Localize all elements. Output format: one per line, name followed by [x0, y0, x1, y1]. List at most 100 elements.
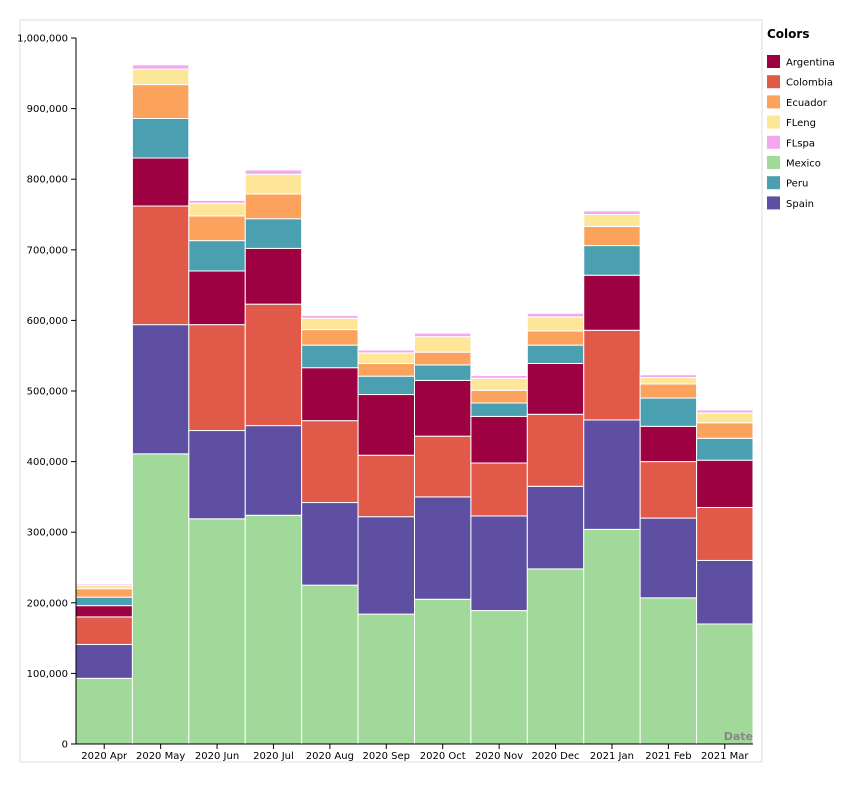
bar-fleng-2021-jan: [583, 214, 641, 228]
y-tick-label: 100,000: [27, 669, 68, 680]
bar-colombia-2020-jul: [244, 303, 303, 427]
bar-spain-2020-jun: [188, 430, 246, 520]
bar-flspa-2020-dec: [526, 312, 585, 318]
y-tick-label: 600,000: [27, 316, 68, 327]
bar-ecuador-2020-may: [131, 84, 190, 119]
legend-label-fleng: FLeng: [786, 118, 816, 129]
bar-flspa-2021-feb: [639, 374, 698, 379]
x-tick-label: 2020 Sep: [363, 751, 410, 762]
bar-flspa-2020-nov: [470, 374, 528, 379]
bar-spain-2020-may: [131, 324, 190, 455]
bar-flspa-2020-aug: [301, 314, 359, 319]
bar-spain-2021-feb: [639, 517, 698, 599]
x-tick-label: 2020 May: [136, 751, 185, 762]
bar-spain-2021-jan: [583, 419, 641, 530]
bar-mexico-2020-dec: [526, 568, 585, 745]
y-tick-label: 0: [62, 740, 68, 751]
bar-ecuador-2020-dec: [526, 330, 585, 346]
plot-frame: [19, 19, 763, 763]
bar-spain-2020-dec: [526, 485, 585, 570]
bar-argentina-2020-apr: [75, 605, 133, 618]
legend-label-ecuador: Ecuador: [786, 98, 828, 109]
y-tick-label: 800,000: [27, 175, 68, 186]
bar-mexico-2020-aug: [301, 584, 359, 745]
legend-swatch-peru: [767, 176, 780, 190]
bar-flspa-2020-sep: [357, 349, 416, 354]
bar-peru-2020-apr: [75, 596, 133, 607]
bar-ecuador-2020-oct: [414, 351, 472, 366]
x-tick-label: 2020 Dec: [532, 751, 580, 762]
x-tick-label: 2020 Jun: [195, 751, 239, 762]
legend-label-colombia: Colombia: [786, 78, 833, 89]
bar-spain-2021-mar: [696, 559, 754, 625]
bar-flspa-2020-may: [131, 64, 190, 70]
legend-swatch-spain: [767, 196, 780, 210]
y-tick-label: 700,000: [27, 245, 68, 256]
y-tick-label: 300,000: [27, 528, 68, 539]
bar-mexico-2020-apr: [75, 677, 133, 745]
bar-colombia-2021-jan: [583, 329, 641, 421]
bar-mexico-2020-jul: [244, 514, 303, 745]
bar-mexico-2020-oct: [414, 598, 472, 745]
bar-peru-2021-feb: [639, 397, 698, 427]
bar-argentina-2020-jun: [188, 270, 246, 326]
legend-swatch-ecuador: [767, 95, 780, 109]
x-tick-label: 2021 Mar: [701, 751, 749, 762]
legend-label-argentina: Argentina: [786, 58, 835, 69]
bar-peru-2021-mar: [696, 437, 754, 461]
legend-label-mexico: Mexico: [786, 159, 821, 170]
bar-peru-2020-aug: [301, 344, 359, 369]
bar-flspa-2021-jan: [583, 210, 641, 216]
bar-colombia-2020-apr: [75, 616, 133, 645]
bar-mexico-2020-jun: [188, 518, 246, 745]
bar-mexico-2020-nov: [470, 610, 528, 745]
bar-mexico-2021-mar: [696, 623, 754, 745]
x-tick-label: 2020 Jul: [253, 751, 294, 762]
bar-argentina-2020-oct: [414, 379, 472, 437]
bar-flspa-2020-apr: [75, 583, 133, 586]
bar-colombia-2020-jun: [188, 324, 246, 432]
bar-peru-2020-dec: [526, 344, 585, 364]
y-tick-label: 1,000,000: [17, 34, 68, 45]
bar-mexico-2021-jan: [583, 528, 641, 745]
bars-layer: [75, 64, 754, 745]
bar-ecuador-2021-jan: [583, 226, 641, 247]
bar-peru-2020-nov: [470, 402, 528, 417]
bar-mexico-2020-sep: [357, 613, 416, 745]
bar-ecuador-2020-jul: [244, 193, 303, 220]
bar-argentina-2020-jul: [244, 247, 303, 305]
bar-ecuador-2020-nov: [470, 389, 528, 404]
bar-spain-2020-aug: [301, 502, 359, 586]
legend-label-spain: Spain: [786, 199, 814, 210]
bar-fleng-2020-may: [131, 68, 190, 86]
bar-peru-2020-may: [131, 117, 190, 159]
bar-peru-2020-jun: [188, 240, 246, 272]
y-tick-label: 500,000: [27, 387, 68, 398]
x-tick-label: 2021 Feb: [645, 751, 691, 762]
legend-label-peru: Peru: [786, 179, 808, 190]
legend-swatch-colombia: [767, 75, 780, 89]
x-tick-label: 2020 Apr: [81, 751, 128, 762]
bar-colombia-2020-nov: [470, 462, 528, 517]
y-tick-label: 900,000: [27, 104, 68, 115]
x-axis-title: Date: [724, 730, 753, 743]
bar-argentina-2021-mar: [696, 459, 754, 508]
bar-fleng-2020-nov: [470, 377, 528, 391]
bar-spain-2020-apr: [75, 643, 133, 679]
bar-colombia-2020-aug: [301, 420, 359, 504]
bar-argentina-2020-aug: [301, 367, 359, 422]
bar-fleng-2021-mar: [696, 412, 754, 424]
legend: Colors Argentina Colombia Ecuador FLeng FLsp…: [767, 27, 835, 210]
bar-flspa-2021-mar: [696, 409, 754, 414]
bar-spain-2020-oct: [414, 496, 472, 600]
bar-flspa-2020-oct: [414, 332, 472, 338]
bar-colombia-2020-dec: [526, 413, 585, 487]
bar-flspa-2020-jun: [188, 199, 246, 204]
bar-argentina-2020-sep: [357, 394, 416, 456]
bar-flspa-2020-jul: [244, 169, 303, 175]
bar-argentina-2020-may: [131, 157, 190, 207]
bar-argentina-2020-dec: [526, 362, 585, 415]
x-tick-label: 2020 Aug: [306, 751, 354, 762]
